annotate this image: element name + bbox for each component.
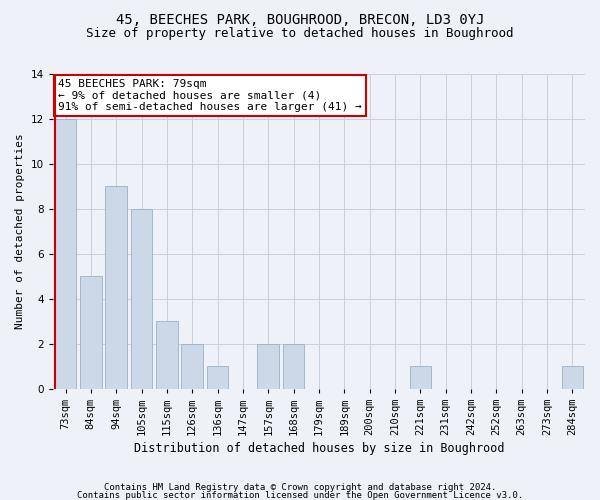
Y-axis label: Number of detached properties: Number of detached properties bbox=[15, 134, 25, 329]
Bar bbox=[410, 366, 431, 388]
Bar bbox=[80, 276, 101, 388]
Bar bbox=[283, 344, 304, 388]
Bar bbox=[207, 366, 229, 388]
Bar bbox=[562, 366, 583, 388]
X-axis label: Distribution of detached houses by size in Boughrood: Distribution of detached houses by size … bbox=[134, 442, 504, 455]
Bar bbox=[181, 344, 203, 388]
Bar bbox=[106, 186, 127, 388]
Text: 45 BEECHES PARK: 79sqm
← 9% of detached houses are smaller (4)
91% of semi-detac: 45 BEECHES PARK: 79sqm ← 9% of detached … bbox=[58, 78, 362, 112]
Bar bbox=[257, 344, 279, 388]
Text: Contains public sector information licensed under the Open Government Licence v3: Contains public sector information licen… bbox=[77, 492, 523, 500]
Text: Size of property relative to detached houses in Boughrood: Size of property relative to detached ho… bbox=[86, 28, 514, 40]
Bar bbox=[55, 119, 76, 388]
Bar bbox=[156, 321, 178, 388]
Bar bbox=[131, 209, 152, 388]
Text: 45, BEECHES PARK, BOUGHROOD, BRECON, LD3 0YJ: 45, BEECHES PARK, BOUGHROOD, BRECON, LD3… bbox=[116, 12, 484, 26]
Text: Contains HM Land Registry data © Crown copyright and database right 2024.: Contains HM Land Registry data © Crown c… bbox=[104, 483, 496, 492]
